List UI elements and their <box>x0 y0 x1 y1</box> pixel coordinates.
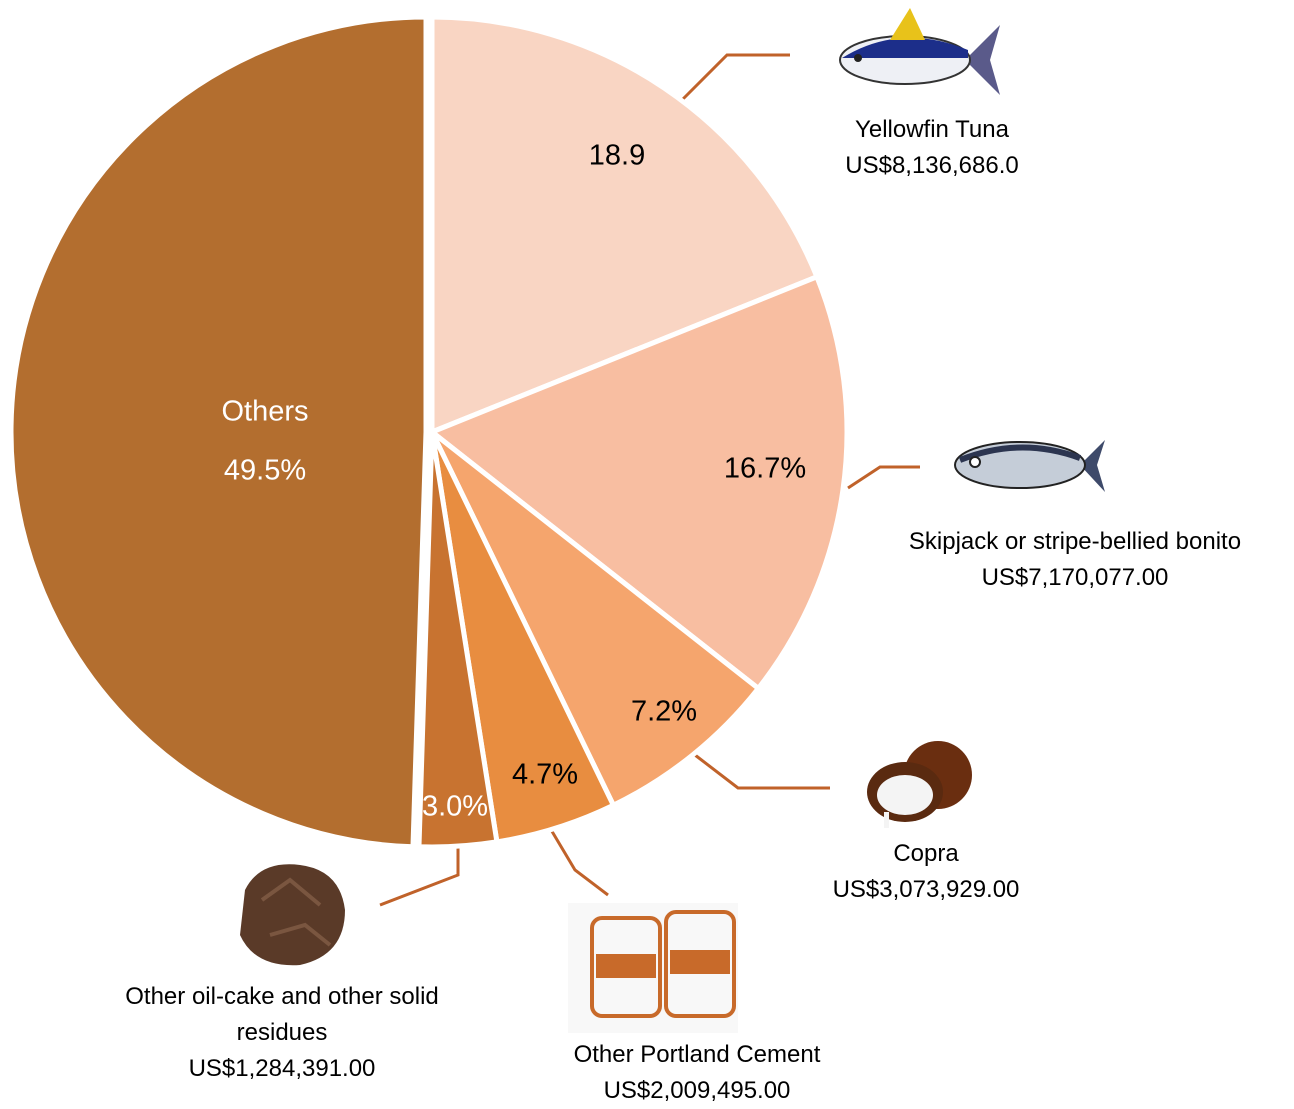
category-name: Yellowfin Tuna <box>855 116 1009 143</box>
value-label: 3.0% <box>422 791 488 823</box>
value-label: 4.7% <box>512 759 578 791</box>
pie-slice <box>429 14 821 436</box>
value-label: 18.9 <box>589 140 645 172</box>
amount: US$8,136,686.0 <box>845 152 1019 179</box>
amount: US$1,284,391.00 <box>188 1055 376 1082</box>
pie-slice <box>416 431 500 850</box>
category-name: Copra <box>893 840 959 867</box>
category-name: Other oil-cake and other solid residues <box>125 983 439 1046</box>
cement-icon <box>568 903 738 1033</box>
amount: US$7,170,077.00 <box>981 564 1169 591</box>
amount: US$3,073,929.00 <box>832 876 1020 903</box>
amount: US$2,009,495.00 <box>603 1077 791 1104</box>
leader-lines <box>379 53 920 907</box>
annotation: Skipjack or stripe-bellied bonito US$7,17… <box>865 524 1285 596</box>
pie-slice <box>429 430 762 809</box>
annotation: Other Portland Cement US$2,009,495.00 <box>532 1037 862 1109</box>
annotation: Other oil-cake and other solid residues U… <box>112 979 452 1087</box>
tuna-icon <box>839 8 1000 95</box>
copra-icon <box>867 741 972 828</box>
pie-slice <box>427 273 850 692</box>
value-label: 7.2% <box>631 696 697 728</box>
skipjack-icon <box>954 440 1105 492</box>
category-label: Others <box>221 396 308 428</box>
pie: 18.9 16.7% 7.2% 4.7% 3.0% Others 49.5% <box>8 14 850 850</box>
annotation: Copra US$3,073,929.00 <box>796 836 1056 908</box>
value-label: 16.7% <box>724 453 806 485</box>
value-label: 49.5% <box>224 455 306 487</box>
annotation: Yellowfin Tuna US$8,136,686.0 <box>802 112 1062 184</box>
category-name: Other Portland Cement <box>573 1041 821 1068</box>
pie-slice <box>8 14 429 850</box>
oilcake-icon <box>240 864 345 966</box>
category-name: Skipjack or stripe-bellied bonito <box>908 528 1242 555</box>
